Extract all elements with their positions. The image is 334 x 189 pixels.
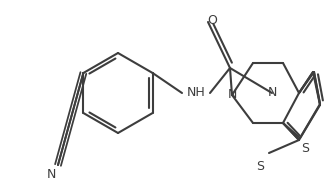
Text: N: N [46,167,56,180]
Text: N: N [227,88,237,101]
Text: S: S [256,160,264,173]
Text: N: N [267,87,277,99]
Text: O: O [207,13,217,26]
Text: S: S [301,142,309,154]
Text: NH: NH [187,87,205,99]
